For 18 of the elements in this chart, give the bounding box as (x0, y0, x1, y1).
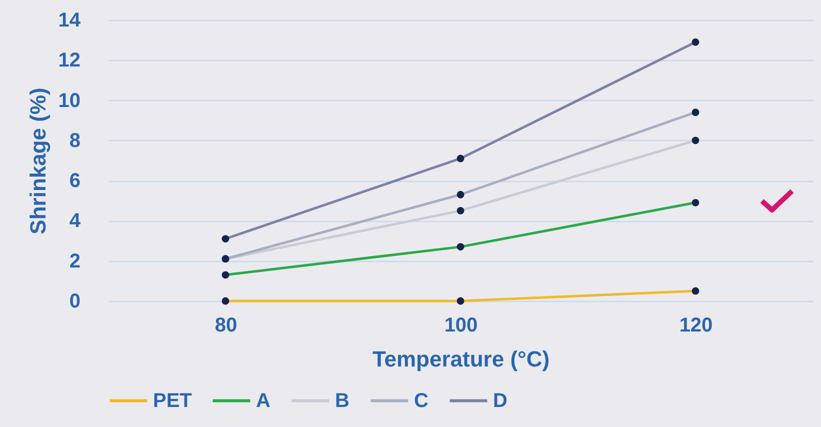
y-tick-label: 8 (69, 130, 80, 152)
y-axis-title: Shrinkage (%) (25, 88, 50, 234)
x-tick-label: 80 (214, 314, 238, 336)
legend-label: D (493, 390, 508, 412)
legend-label: B (335, 390, 350, 412)
legend-label: A (256, 390, 270, 412)
x-axis-title: Temperature (°C) (372, 346, 550, 372)
y-tick-label: 10 (58, 90, 80, 112)
y-tick-label: 0 (69, 290, 80, 312)
x-tick-label: 100 (444, 314, 478, 336)
legend-label: C (414, 390, 428, 412)
legend-label: PET (153, 390, 192, 412)
y-tick-label: 12 (58, 50, 80, 72)
y-tick-label: 6 (69, 170, 80, 192)
y-tick-label: 2 (69, 250, 80, 272)
y-tick-label: 14 (58, 10, 82, 32)
x-tick-label: 120 (679, 314, 713, 336)
y-tick-label: 4 (69, 210, 82, 232)
